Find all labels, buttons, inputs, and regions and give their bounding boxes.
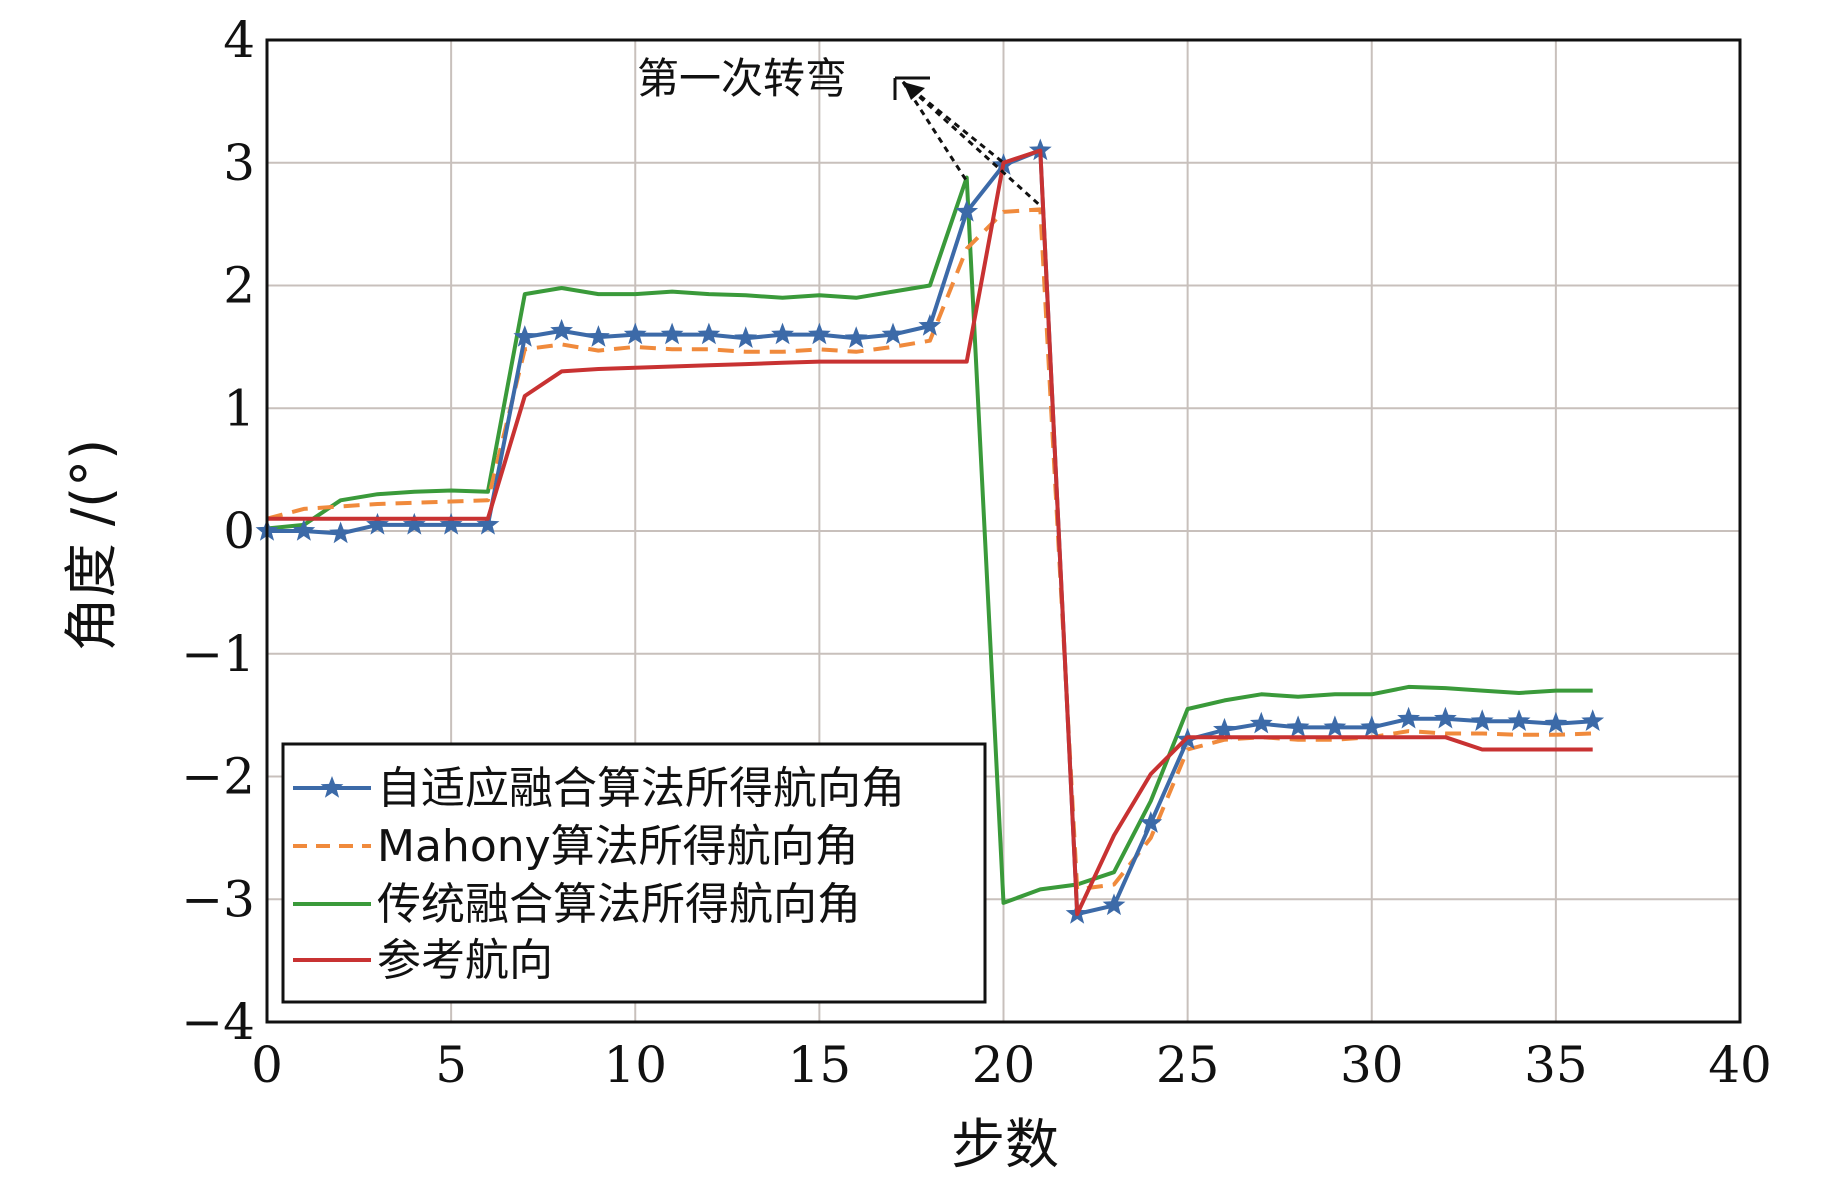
x-tick-label: 20	[972, 1036, 1036, 1094]
series-marker	[623, 322, 647, 345]
series-marker	[402, 512, 426, 535]
series-4	[267, 148, 1593, 916]
series-marker	[476, 512, 500, 535]
x-tick-label: 15	[788, 1036, 852, 1094]
series-marker	[329, 521, 353, 544]
series-line	[266, 175, 1593, 905]
annotation-arrows	[901, 80, 1042, 207]
plot-frame	[265, 38, 1742, 1024]
series-marker	[1581, 709, 1605, 731]
series-marker	[1323, 715, 1347, 738]
y-tick-label: −4	[181, 993, 255, 1051]
series-marker	[513, 325, 537, 347]
y-tick-label: −1	[181, 625, 255, 683]
series-marker	[734, 326, 758, 348]
x-tick-label: 5	[435, 1036, 467, 1094]
x-tick-label: 30	[1340, 1036, 1404, 1094]
series-marker	[697, 322, 721, 345]
legend-label: 传统融合算法所得航向角	[377, 879, 861, 930]
series-marker	[1139, 811, 1163, 833]
series-marker	[955, 199, 979, 222]
series-marker	[1470, 709, 1494, 731]
series-marker	[1286, 715, 1310, 738]
series-layer	[255, 138, 1605, 924]
annotation: 第一次转弯	[637, 54, 1042, 207]
series-marker	[1102, 893, 1126, 916]
series-marker	[1397, 706, 1420, 729]
annotation-arrow	[901, 81, 968, 182]
x-tick-label: 40	[1708, 1036, 1772, 1094]
series-marker	[439, 512, 463, 535]
series-marker	[1249, 711, 1273, 734]
legend-label: Mahony算法所得航向角	[377, 821, 859, 872]
series-marker	[366, 512, 389, 535]
y-tick-label: 3	[223, 134, 255, 192]
series-line	[267, 148, 1593, 916]
series-marker	[771, 322, 794, 345]
series-marker	[808, 322, 831, 345]
y-tick-label: −3	[181, 870, 255, 928]
x-tick-label: 35	[1524, 1036, 1588, 1094]
series-marker	[1360, 715, 1384, 738]
annotation-arrowhead	[903, 82, 925, 100]
series-marker	[1507, 709, 1531, 731]
y-tick-label: 0	[223, 502, 255, 560]
annotation-arrow	[901, 80, 1042, 207]
series-marker	[292, 519, 316, 541]
series-marker	[660, 322, 684, 345]
series-marker	[918, 314, 942, 336]
series-marker	[1213, 717, 1236, 740]
y-tick-label: −2	[181, 748, 255, 806]
series-marker	[844, 326, 868, 348]
x-axis-title: 步数	[951, 1113, 1059, 1176]
series-marker	[550, 318, 573, 341]
y-tick-label: 2	[223, 257, 255, 315]
y-tick-label: 4	[223, 11, 255, 69]
x-tick-label: 0	[251, 1036, 283, 1094]
series-1	[255, 138, 1605, 924]
series-marker	[587, 325, 610, 347]
series-3	[266, 175, 1593, 905]
series-marker	[1434, 706, 1457, 729]
x-tick-label: 10	[603, 1036, 667, 1094]
legend-marker	[320, 776, 344, 798]
annotation-text: 第一次转弯	[637, 54, 847, 103]
x-tick-label: 25	[1156, 1036, 1220, 1094]
legend-label: 自适应融合算法所得航向角	[377, 763, 905, 814]
series-marker	[1544, 711, 1568, 734]
legend-box	[281, 742, 987, 1004]
y-tick-label: 1	[223, 379, 255, 437]
series-marker	[881, 322, 905, 345]
y-axis-title: 角度 /(°)	[60, 439, 123, 652]
legend-label: 参考航向	[377, 935, 553, 986]
